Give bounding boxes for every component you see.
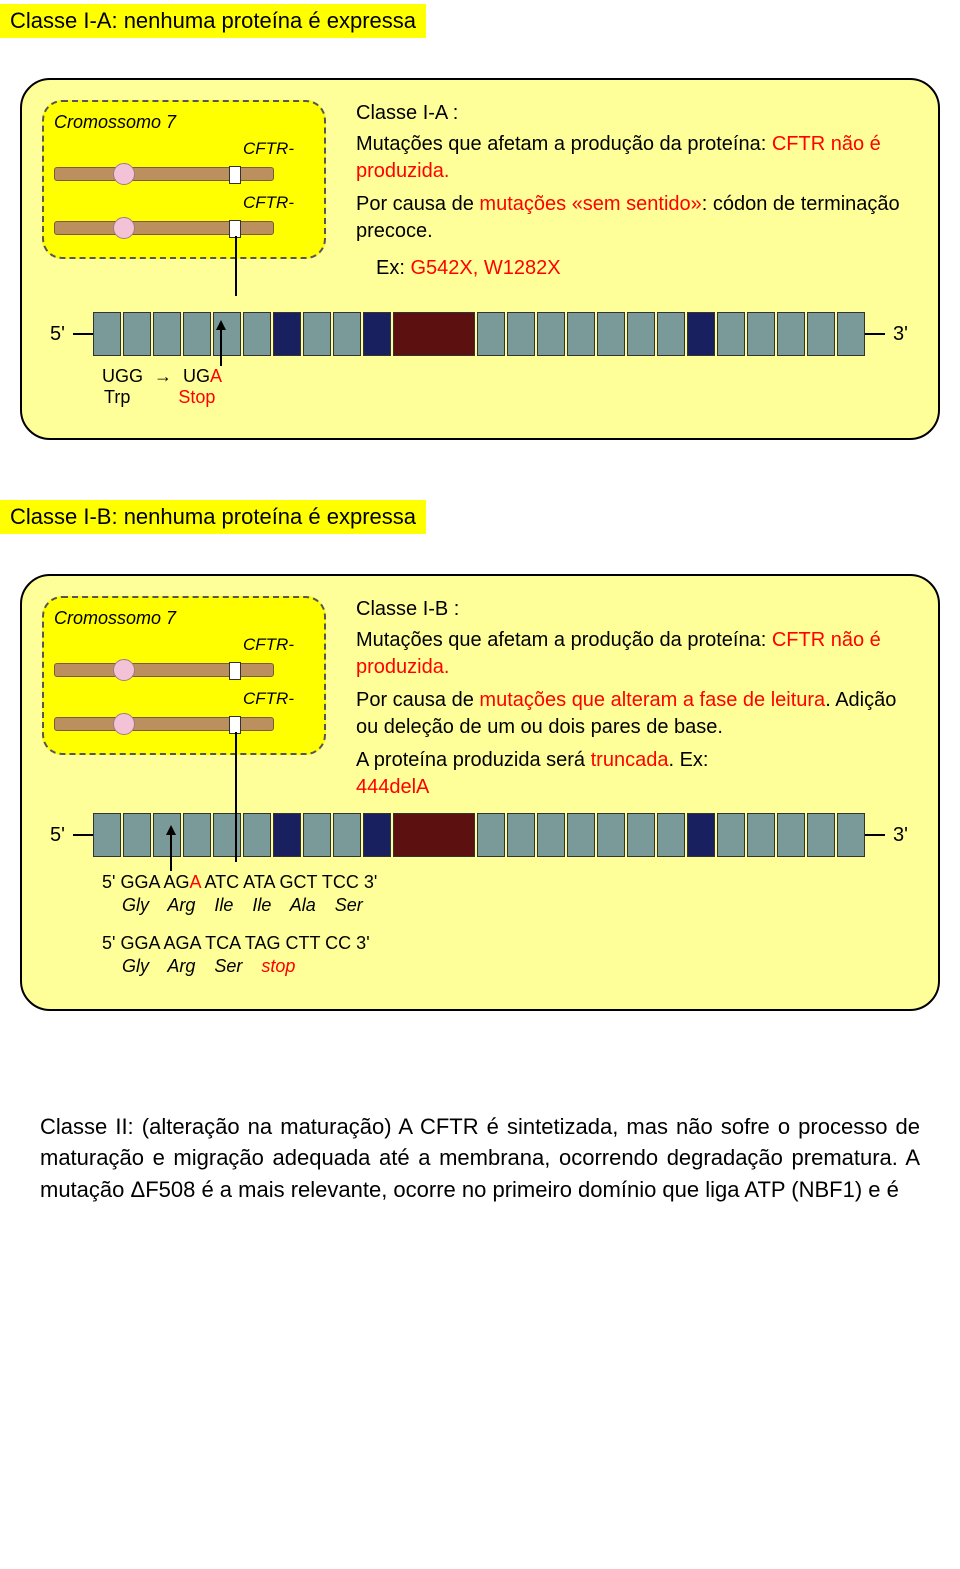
- desc-heading-b: Classe I-B :: [356, 596, 918, 623]
- description-a: Classe I-A : Mutações que afetam a produ…: [326, 100, 918, 282]
- seq1-aa: Gly Arg Ile Ile Ala Ser: [122, 894, 918, 917]
- codon-block-a: UGG → UGA Trp Stop: [102, 366, 918, 408]
- chromosome-box-a: Cromossomo 7 CFTR- CFTR-: [42, 100, 326, 259]
- three-prime: 3': [893, 323, 908, 346]
- three-prime-b: 3': [893, 824, 908, 847]
- desc-heading: Classe I-A :: [356, 100, 918, 127]
- exon: [393, 312, 475, 356]
- exon: [363, 312, 391, 356]
- chromosome-label: Cromossomo 7: [54, 112, 314, 133]
- sequence-block-1: 5' GGA AGA ATC ATA GCT TCC 3' Gly Arg Il…: [102, 871, 918, 918]
- title-bar-classe-ib: Classe I-B: nenhuma proteína é expressa: [0, 500, 426, 534]
- exon: [597, 813, 625, 857]
- five-prime-b: 5': [50, 824, 65, 847]
- chromosome-b1: [54, 659, 314, 681]
- desc-line1-b: Mutações que afetam a produção da proteí…: [356, 627, 918, 681]
- desc-line3-b: A proteína produzida será truncada. Ex: …: [356, 747, 918, 801]
- desc-line2: Por causa de mutações «sem sentido»: cód…: [356, 191, 918, 245]
- exon: [507, 813, 535, 857]
- chromosome-1: [54, 163, 314, 185]
- seq2-dna: 5' GGA AGA TCA TAG CTT CC 3': [102, 932, 918, 955]
- exon: [627, 312, 655, 356]
- panel-classe-ia: Cromossomo 7 CFTR- CFTR- Classe I-A : Mu…: [20, 78, 940, 440]
- exon: [123, 813, 151, 857]
- exon: [807, 813, 835, 857]
- exon: [183, 813, 211, 857]
- exon: [687, 312, 715, 356]
- chromosome-2: [54, 217, 314, 239]
- exon: [747, 312, 775, 356]
- exon: [333, 813, 361, 857]
- arrow-icon: →: [154, 366, 172, 386]
- title-text-b: Classe I-B: nenhuma proteína é expressa: [10, 504, 416, 529]
- exon: [273, 813, 301, 857]
- desc-example: Ex: G542X, W1282X: [376, 255, 918, 282]
- exon: [303, 312, 331, 356]
- sequence-block-2: 5' GGA AGA TCA TAG CTT CC 3' Gly Arg Ser…: [102, 932, 918, 979]
- exon: [183, 312, 211, 356]
- exon: [153, 312, 181, 356]
- desc-line1: Mutações que afetam a produção da proteí…: [356, 131, 918, 185]
- exon: [123, 312, 151, 356]
- exon: [333, 312, 361, 356]
- pointer-arrow-icon: [214, 320, 228, 366]
- cftr-label-2: CFTR-: [243, 193, 294, 213]
- seq1-dna: 5' GGA AGA ATC ATA GCT TCC 3': [102, 871, 918, 894]
- exon: [657, 813, 685, 857]
- exon: [567, 312, 595, 356]
- exon: [717, 312, 745, 356]
- cftr-label-b2: CFTR-: [243, 689, 294, 709]
- exon: [243, 813, 271, 857]
- exon: [537, 813, 565, 857]
- title-bar-classe-ia: Classe I-A: nenhuma proteína é expressa: [0, 4, 426, 38]
- exon: [687, 813, 715, 857]
- exon: [807, 312, 835, 356]
- chromosome-box-b: Cromossomo 7 CFTR- CFTR-: [42, 596, 326, 755]
- exon: [477, 312, 505, 356]
- five-prime: 5': [50, 323, 65, 346]
- exon: [567, 813, 595, 857]
- exon: [777, 312, 805, 356]
- exon: [477, 813, 505, 857]
- exon: [93, 312, 121, 356]
- exon: [363, 813, 391, 857]
- exon-row-b: [93, 813, 865, 857]
- chromosome-b2: [54, 713, 314, 735]
- exon: [717, 813, 745, 857]
- exon: [747, 813, 775, 857]
- exon: [837, 813, 865, 857]
- exon: [393, 813, 475, 857]
- exon-row-a: [93, 312, 865, 356]
- transcript-row-a: 5' 3': [42, 312, 918, 356]
- chromosome-label-b: Cromossomo 7: [54, 608, 314, 629]
- exon: [507, 312, 535, 356]
- seq2-aa: Gly Arg Ser stop: [122, 955, 918, 978]
- exon: [243, 312, 271, 356]
- exon: [627, 813, 655, 857]
- exon: [93, 813, 121, 857]
- title-text: Classe I-A: nenhuma proteína é expressa: [10, 8, 416, 33]
- cftr-label-b1: CFTR-: [243, 635, 294, 655]
- exon: [837, 312, 865, 356]
- desc-line2-b: Por causa de mutações que alteram a fase…: [356, 687, 918, 741]
- pointer-arrow-icon: [164, 825, 178, 871]
- cftr-label-1: CFTR-: [243, 139, 294, 159]
- body-paragraph: Classe II: (alteração na maturação) A CF…: [40, 1111, 920, 1207]
- description-b: Classe I-B : Mutações que afetam a produ…: [326, 596, 918, 801]
- panel-classe-ib: Cromossomo 7 CFTR- CFTR- Classe I-B : Mu…: [20, 574, 940, 1011]
- exon: [537, 312, 565, 356]
- exon: [657, 312, 685, 356]
- exon: [303, 813, 331, 857]
- exon: [597, 312, 625, 356]
- exon: [273, 312, 301, 356]
- exon: [777, 813, 805, 857]
